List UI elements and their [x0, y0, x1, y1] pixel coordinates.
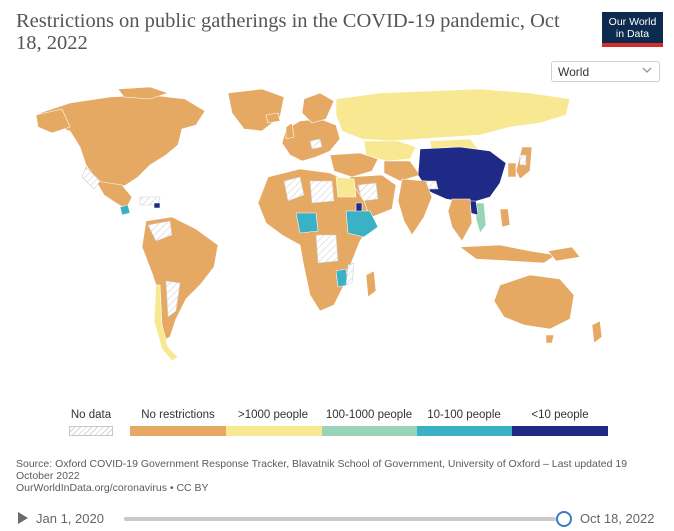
- country-scandinavia[interactable]: [301, 92, 335, 124]
- legend-swatch-100-1000[interactable]: [322, 426, 417, 436]
- country-argentina-nodata[interactable]: [165, 280, 181, 318]
- legend-nodata-label: No data: [70, 409, 112, 421]
- play-icon[interactable]: [16, 511, 30, 525]
- region-select-value: World: [558, 65, 590, 79]
- timeline-track-fill: [124, 517, 556, 521]
- country-central-asia[interactable]: [383, 160, 421, 182]
- country-honduras[interactable]: [119, 204, 131, 216]
- source-text: Source: Oxford COVID-19 Government Respo…: [16, 458, 628, 482]
- country-madagascar[interactable]: [365, 270, 377, 298]
- country-alaska[interactable]: [35, 108, 71, 134]
- country-turkey-middle-east[interactable]: [329, 152, 379, 178]
- country-canada-islands[interactable]: [117, 86, 169, 100]
- country-mexico[interactable]: [95, 180, 133, 210]
- legend-label-10-100: 10-100 people: [427, 409, 501, 421]
- country-usa-nodata[interactable]: [81, 166, 101, 190]
- source-note: Source: Oxford COVID-19 Government Respo…: [16, 458, 656, 494]
- country-indonesia[interactable]: [459, 244, 557, 264]
- country-new-zealand[interactable]: [591, 320, 603, 344]
- country-philippines[interactable]: [499, 208, 511, 228]
- chart-title: Restrictions on public gatherings in the…: [16, 10, 560, 54]
- country-malawi[interactable]: [335, 268, 349, 288]
- timeline-end-date[interactable]: Oct 18, 2022: [580, 511, 655, 526]
- legend-label-over-1000: >1000 people: [237, 409, 309, 421]
- chevron-down-icon: [642, 67, 652, 73]
- country-mozambique-nodata[interactable]: [345, 262, 355, 286]
- country-europe-nodata[interactable]: [309, 138, 323, 150]
- country-se-asia[interactable]: [447, 198, 473, 242]
- country-central-africa-nodata[interactable]: [315, 234, 339, 264]
- country-egypt[interactable]: [335, 176, 357, 198]
- country-ethiopia[interactable]: [345, 210, 379, 238]
- legend-label-under-10: <10 people: [531, 409, 589, 421]
- map-legend: No data No restrictions >1000 people 100…: [0, 405, 674, 440]
- country-vietnam[interactable]: [475, 202, 487, 234]
- owid-logo[interactable]: Our World in Data: [602, 12, 663, 47]
- legend-label-no-restrictions: No restrictions: [141, 409, 215, 421]
- timeline-handle[interactable]: [556, 511, 572, 527]
- source-link[interactable]: OurWorldInData.org/coronavirus • CC BY: [16, 482, 209, 494]
- country-greenland[interactable]: [227, 88, 285, 132]
- legend-swatch-no-restrictions[interactable]: [130, 426, 226, 436]
- country-india[interactable]: [397, 178, 433, 236]
- timeline-start-date[interactable]: Jan 1, 2020: [36, 511, 104, 526]
- country-tasmania[interactable]: [545, 334, 555, 344]
- world-map: [35, 86, 603, 362]
- logo-line1: Our World: [608, 16, 657, 28]
- country-north-america[interactable]: [39, 94, 206, 190]
- legend-label-100-1000: 100-1000 people: [325, 409, 413, 421]
- country-korea[interactable]: [507, 162, 517, 178]
- country-russia[interactable]: [335, 88, 571, 142]
- country-japan-nodata[interactable]: [519, 154, 527, 166]
- country-nigeria[interactable]: [295, 212, 319, 234]
- country-papua[interactable]: [547, 246, 581, 262]
- country-libya-nodata[interactable]: [309, 180, 335, 204]
- country-chile[interactable]: [153, 284, 179, 362]
- legend-swatch-under-10[interactable]: [512, 426, 608, 436]
- country-north-africa-nodata[interactable]: [283, 176, 305, 202]
- legend-swatch-over-1000[interactable]: [226, 426, 322, 436]
- country-iceland[interactable]: [265, 112, 281, 124]
- timeline-track[interactable]: [124, 517, 564, 521]
- legend-nodata-swatch[interactable]: [69, 426, 113, 436]
- timeline: Jan 1, 2020 Oct 18, 2022: [0, 505, 674, 531]
- logo-line2: in Data: [615, 28, 650, 40]
- country-australia[interactable]: [493, 274, 575, 330]
- country-uk[interactable]: [285, 122, 295, 140]
- country-cuba[interactable]: [153, 202, 161, 209]
- legend-swatch-10-100[interactable]: [417, 426, 512, 436]
- country-venezuela-nodata[interactable]: [147, 220, 173, 242]
- region-select[interactable]: World: [551, 61, 660, 82]
